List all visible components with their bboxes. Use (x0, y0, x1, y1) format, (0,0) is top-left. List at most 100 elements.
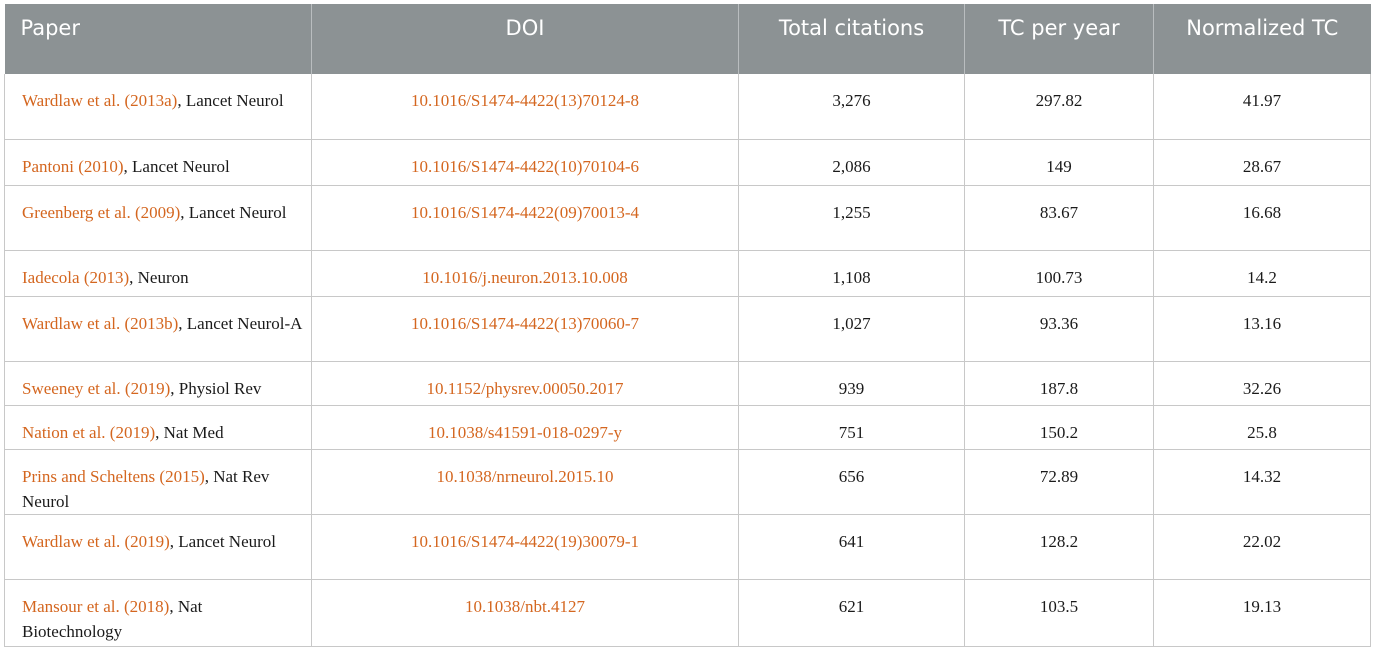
total-citations-cell: 1,108 (738, 250, 965, 297)
header-paper: Paper (4, 4, 312, 74)
doi-cell: 10.1016/S1474-4422(13)70060-7 (311, 296, 739, 362)
paper-cell: Wardlaw et al. (2013b), Lancet Neurol-A (4, 296, 312, 362)
doi-cell: 10.1016/S1474-4422(10)70104-6 (311, 139, 739, 186)
paper-reference-link[interactable]: Greenberg et al. (2009) (22, 202, 181, 222)
doi-link[interactable]: 10.1038/s41591-018-0297-y (427, 422, 623, 442)
table-row: Nation et al. (2019), Nat Med 10.1038/s4… (4, 405, 1371, 450)
tc-per-year-cell: 128.2 (964, 514, 1154, 580)
paper-journal: , Nat Med (155, 422, 224, 442)
paper-cell: Wardlaw et al. (2019), Lancet Neurol (4, 514, 312, 580)
normalized-tc-cell: 16.68 (1153, 185, 1371, 251)
paper-journal: , Lancet Neurol (180, 202, 287, 222)
doi-cell: 10.1016/S1474-4422(19)30079-1 (311, 514, 739, 580)
table-row: Pantoni (2010), Lancet Neurol 10.1016/S1… (4, 139, 1371, 186)
paper-cell: Prins and Scheltens (2015), Nat Rev Neur… (4, 449, 312, 515)
doi-cell: 10.1038/nbt.4127 (311, 579, 739, 647)
citation-table-container: Paper DOI Total citations TC per year No… (4, 4, 1371, 647)
paper-cell: Mansour et al. (2018), Nat Biotechnology (4, 579, 312, 647)
paper-journal: , Lancet Neurol (123, 156, 230, 176)
citation-table: Paper DOI Total citations TC per year No… (4, 4, 1371, 647)
header-normalized-tc: Normalized TC (1153, 4, 1371, 74)
paper-cell: Wardlaw et al. (2013a), Lancet Neurol (4, 74, 312, 140)
paper-reference-link[interactable]: Pantoni (2010) (22, 156, 124, 176)
paper-reference-link[interactable]: Sweeney et al. (2019) (22, 378, 171, 398)
normalized-tc-cell: 28.67 (1153, 139, 1371, 186)
normalized-tc-cell: 14.32 (1153, 449, 1371, 515)
doi-link[interactable]: 10.1016/S1474-4422(10)70104-6 (410, 156, 640, 176)
paper-reference-link[interactable]: Wardlaw et al. (2019) (22, 531, 170, 551)
tc-per-year-cell: 150.2 (964, 405, 1154, 450)
paper-cell: Iadecola (2013), Neuron (4, 250, 312, 297)
doi-link[interactable]: 10.1016/S1474-4422(09)70013-4 (410, 202, 640, 222)
paper-journal: , Nat Biotechnology (22, 596, 203, 641)
tc-per-year-cell: 93.36 (964, 296, 1154, 362)
total-citations-cell: 751 (738, 405, 965, 450)
table-row: Wardlaw et al. (2013a), Lancet Neurol 10… (4, 74, 1371, 140)
tc-per-year-cell: 297.82 (964, 74, 1154, 140)
paper-reference-link[interactable]: Nation et al. (2019) (22, 422, 156, 442)
header-row: Paper DOI Total citations TC per year No… (4, 4, 1371, 74)
header-total-citations: Total citations (738, 4, 965, 74)
normalized-tc-cell: 13.16 (1153, 296, 1371, 362)
header-tc-per-year: TC per year (964, 4, 1154, 74)
doi-cell: 10.1016/S1474-4422(09)70013-4 (311, 185, 739, 251)
paper-reference-link[interactable]: Prins and Scheltens (2015) (22, 466, 205, 486)
normalized-tc-cell: 22.02 (1153, 514, 1371, 580)
paper-journal: , Lancet Neurol (177, 91, 284, 110)
paper-reference-link[interactable]: Wardlaw et al. (2013b) (22, 313, 179, 333)
paper-reference-link[interactable]: Mansour et al. (2018) (22, 596, 170, 616)
tc-per-year-cell: 149 (964, 139, 1154, 186)
table-row: Wardlaw et al. (2019), Lancet Neurol 10.… (4, 514, 1371, 580)
doi-cell: 10.1016/j.neuron.2013.10.008 (311, 250, 739, 297)
doi-link[interactable]: 10.1038/nrneurol.2015.10 (436, 466, 614, 486)
tc-per-year-cell: 72.89 (964, 449, 1154, 515)
doi-cell: 10.1038/nrneurol.2015.10 (311, 449, 739, 515)
doi-link[interactable]: 10.1038/nbt.4127 (465, 596, 585, 616)
normalized-tc-cell: 32.26 (1153, 361, 1371, 406)
doi-link[interactable]: 10.1152/physrev.00050.2017 (426, 378, 624, 398)
paper-journal: , Lancet Neurol (169, 531, 276, 551)
doi-link[interactable]: 10.1016/S1474-4422(13)70060-7 (410, 313, 640, 333)
total-citations-cell: 2,086 (738, 139, 965, 186)
paper-reference-link[interactable]: Wardlaw et al. (2013a) (22, 91, 178, 110)
doi-cell: 10.1038/s41591-018-0297-y (311, 405, 739, 450)
total-citations-cell: 656 (738, 449, 965, 515)
total-citations-cell: 641 (738, 514, 965, 580)
total-citations-cell: 1,027 (738, 296, 965, 362)
paper-reference-link[interactable]: Iadecola (2013) (22, 267, 130, 287)
table-body: Wardlaw et al. (2013a), Lancet Neurol 10… (4, 74, 1371, 647)
paper-cell: Sweeney et al. (2019), Physiol Rev (4, 361, 312, 406)
tc-per-year-cell: 100.73 (964, 250, 1154, 297)
doi-link[interactable]: 10.1016/S1474-4422(13)70124-8 (410, 91, 640, 110)
normalized-tc-cell: 14.2 (1153, 250, 1371, 297)
table-row: Mansour et al. (2018), Nat Biotechnology… (4, 579, 1371, 647)
doi-link[interactable]: 10.1016/j.neuron.2013.10.008 (422, 267, 628, 287)
paper-cell: Greenberg et al. (2009), Lancet Neurol (4, 185, 312, 251)
total-citations-cell: 3,276 (738, 74, 965, 140)
table-row: Greenberg et al. (2009), Lancet Neurol 1… (4, 185, 1371, 251)
normalized-tc-cell: 25.8 (1153, 405, 1371, 450)
total-citations-cell: 1,255 (738, 185, 965, 251)
table-row: Wardlaw et al. (2013b), Lancet Neurol-A … (4, 296, 1371, 362)
normalized-tc-cell: 41.97 (1153, 74, 1371, 140)
total-citations-cell: 621 (738, 579, 965, 647)
doi-cell: 10.1152/physrev.00050.2017 (311, 361, 739, 406)
header-doi: DOI (311, 4, 739, 74)
total-citations-cell: 939 (738, 361, 965, 406)
doi-link[interactable]: 10.1016/S1474-4422(19)30079-1 (410, 531, 640, 551)
paper-journal: , Neuron (129, 267, 189, 287)
paper-journal: , Physiol Rev (170, 378, 262, 398)
tc-per-year-cell: 103.5 (964, 579, 1154, 647)
normalized-tc-cell: 19.13 (1153, 579, 1371, 647)
table-row: Iadecola (2013), Neuron 10.1016/j.neuron… (4, 250, 1371, 297)
tc-per-year-cell: 83.67 (964, 185, 1154, 251)
doi-cell: 10.1016/S1474-4422(13)70124-8 (311, 74, 739, 140)
tc-per-year-cell: 187.8 (964, 361, 1154, 406)
paper-journal: , Nat Rev Neurol (22, 466, 270, 511)
paper-cell: Nation et al. (2019), Nat Med (4, 405, 312, 450)
table-header: Paper DOI Total citations TC per year No… (4, 4, 1371, 74)
table-row: Sweeney et al. (2019), Physiol Rev 10.11… (4, 361, 1371, 406)
paper-journal: , Lancet Neurol-A (178, 313, 303, 333)
paper-cell: Pantoni (2010), Lancet Neurol (4, 139, 312, 186)
table-row: Prins and Scheltens (2015), Nat Rev Neur… (4, 449, 1371, 515)
